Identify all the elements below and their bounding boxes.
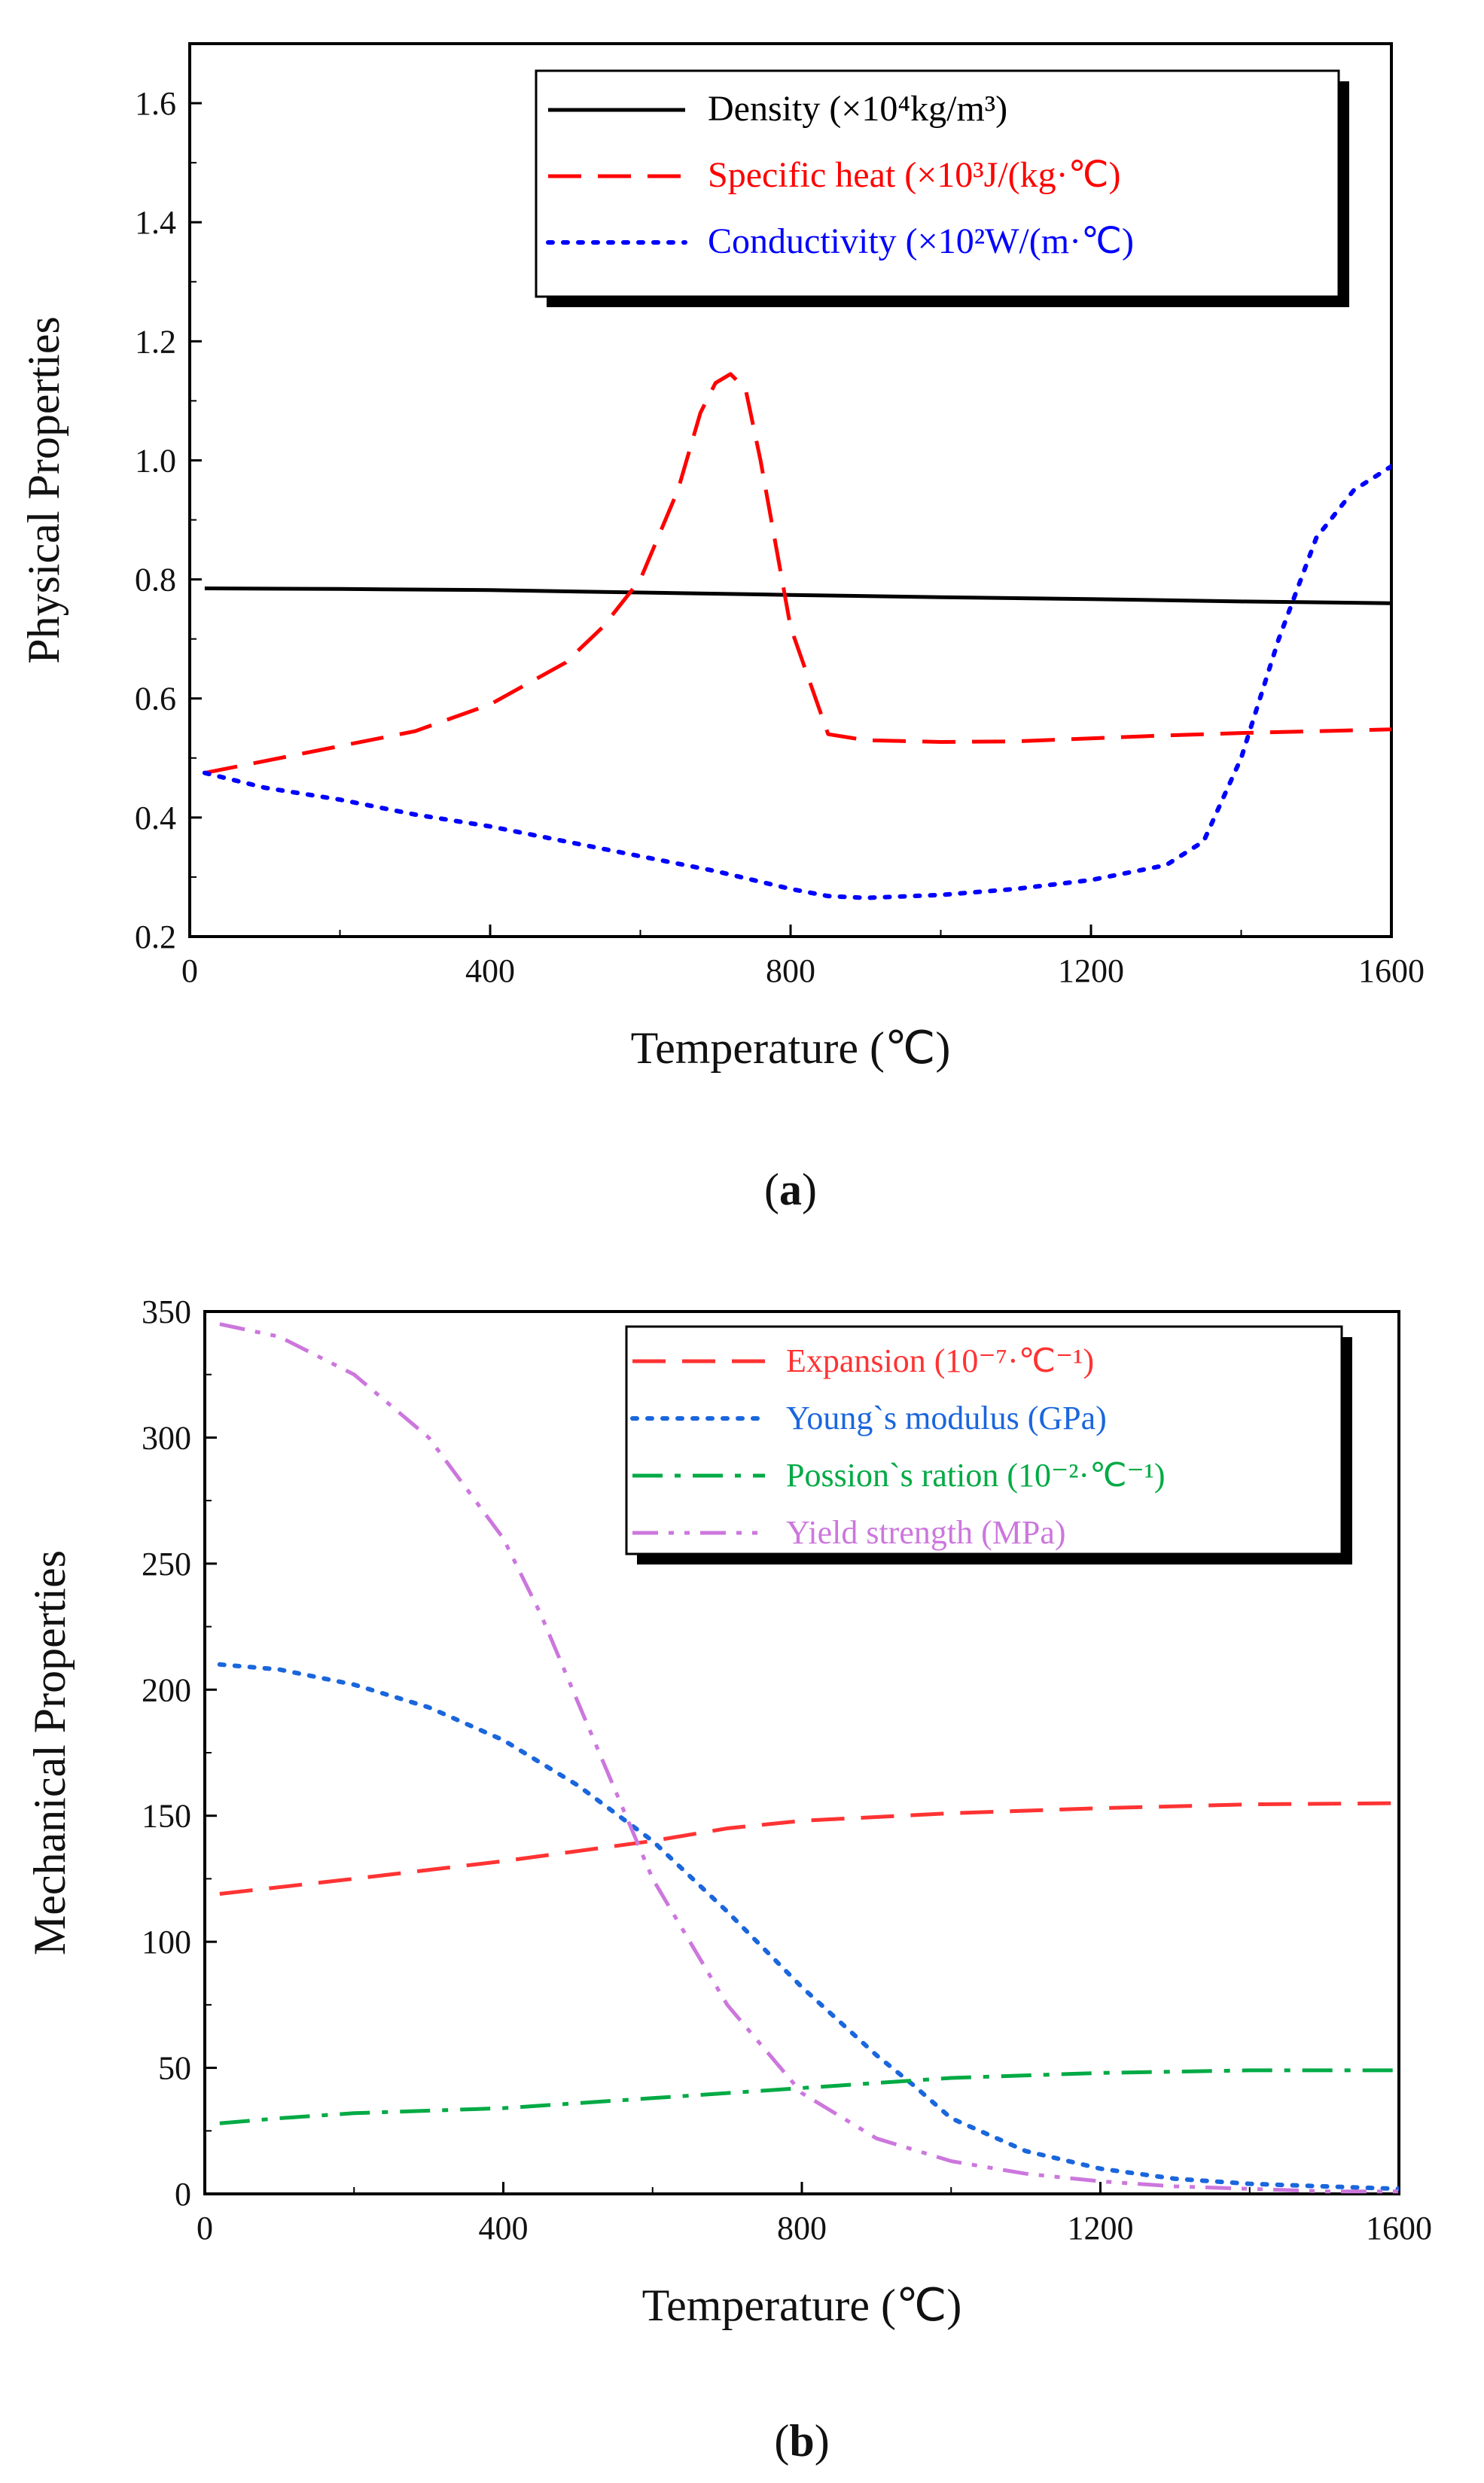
y-tick-label: 100 [142,1924,191,1961]
legend-entry-0: Density (×10⁴kg/m³) [708,89,1007,129]
y-axis-title: Mechanical Properties [25,1550,75,1955]
y-tick-label: 0.4 [135,800,176,836]
legend-entry-2: Conductivity (×10²W/(m·℃) [708,221,1134,261]
panel-a-chart: 0 400 800 1200 1600 0.2 0.4 0.6 0.8 1.0 1.2 1.4 1.6 T… [19,42,1425,1214]
x-tick-label: 800 [777,2210,827,2247]
x-tick-label: 0 [181,952,198,989]
series-line-3 [219,1322,1399,2194]
legend-entry-1: Specific heat (×10³J/(kg·℃) [708,155,1121,195]
series-line-2 [202,464,1391,900]
y-tick-label: 300 [142,1419,191,1456]
y-tick-label: 250 [142,1546,191,1583]
legend-box [625,1325,1343,1555]
legend-entry-0: Expansion (10⁻⁷·℃⁻¹) [786,1342,1094,1379]
y-tick-label: 1.6 [135,85,176,122]
y-tick-label: 1.0 [135,442,176,479]
panel-b-chart: 0 400 800 1200 1600 0 50 100 150 200 250 300 350 Temp… [25,1293,1432,2466]
x-tick-label: 1600 [1366,2210,1432,2247]
x-axis-title: Temperature (℃) [631,1023,951,1073]
y-tick-label: 200 [142,1671,191,1708]
y-tick-label: 0.6 [135,681,176,717]
series-line-2 [219,2068,1399,2125]
x-tick-label: 1600 [1358,952,1425,989]
x-axis-title: Temperature (℃) [642,2280,962,2330]
y-tick-label: 50 [158,2050,191,2087]
y-tick-label: 350 [142,1293,191,1330]
y-tick-label: 0.2 [135,919,176,955]
legend-entry-2: Possion`s ration (10⁻²·℃⁻¹) [786,1457,1166,1494]
series-line-0 [219,1801,1399,1896]
x-tick-label: 400 [465,952,515,989]
x-tick-label: 400 [479,2210,529,2247]
x-tick-label: 1200 [1058,952,1124,989]
y-tick-label: 0 [175,2176,191,2213]
y-tick-label: 1.2 [135,323,176,360]
x-tick-label: 1200 [1068,2210,1134,2247]
series-line-1 [217,1662,1399,2192]
y-axis-title: Physical Properties [19,316,69,664]
series-line-0 [204,586,1391,605]
panel-label: (b) [774,2416,829,2466]
panel-label: (a) [764,1165,817,1214]
series-line-1 [204,372,1391,775]
y-tick-label: 150 [142,1798,191,1835]
legend-entry-1: Young`s modulus (GPa) [786,1400,1107,1436]
x-tick-label: 800 [766,952,815,989]
legend-entry-3: Yield strength (MPa) [786,1514,1066,1551]
y-tick-label: 0.8 [135,562,176,599]
x-tick-label: 0 [197,2210,213,2247]
y-tick-label: 1.4 [135,204,176,241]
